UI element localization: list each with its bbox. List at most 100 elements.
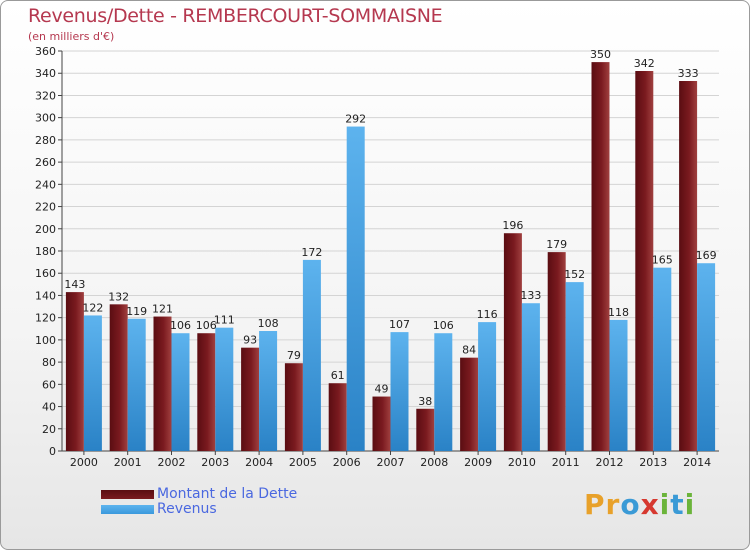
legend-label-revenue: Revenus bbox=[157, 501, 217, 517]
data-label-debt-2009: 84 bbox=[462, 344, 476, 357]
x-tick-label-2003: 2003 bbox=[201, 456, 229, 469]
logo-letter: P bbox=[584, 488, 606, 521]
bar-debt-2002 bbox=[153, 316, 172, 451]
y-tick-label: 60 bbox=[42, 378, 56, 391]
data-label-debt-2008: 38 bbox=[418, 395, 432, 408]
y-tick-label: 180 bbox=[35, 245, 56, 258]
bar-revenue-2002 bbox=[171, 333, 190, 451]
logo-letter: o bbox=[620, 488, 641, 521]
chart-title: Revenus/Dette - REMBERCOURT-SOMMAISNE bbox=[28, 5, 443, 27]
bar-revenue-2007 bbox=[390, 332, 409, 451]
bar-debt-2000 bbox=[65, 292, 84, 451]
bar-revenue-2011 bbox=[565, 282, 584, 451]
x-tick-label-2004: 2004 bbox=[245, 456, 273, 469]
data-label-debt-2003: 106 bbox=[196, 319, 217, 332]
legend: Montant de la Dette Revenus bbox=[101, 487, 297, 517]
data-label-revenue-2012: 118 bbox=[608, 306, 629, 319]
y-tick-label: 100 bbox=[35, 334, 56, 347]
data-label-revenue-2014: 169 bbox=[696, 249, 717, 262]
bar-debt-2009 bbox=[460, 357, 479, 451]
data-label-debt-2010: 196 bbox=[502, 219, 523, 232]
bar-debt-2012 bbox=[591, 62, 610, 451]
x-tick-label-2014: 2014 bbox=[683, 456, 711, 469]
bar-revenue-2014 bbox=[697, 263, 716, 451]
bar-debt-2001 bbox=[109, 304, 128, 451]
bar-debt-2004 bbox=[241, 347, 260, 451]
bar-debt-2011 bbox=[547, 252, 566, 451]
x-tick-label-2010: 2010 bbox=[508, 456, 536, 469]
data-label-debt-2007: 49 bbox=[375, 383, 389, 396]
x-tick-label-2006: 2006 bbox=[333, 456, 361, 469]
x-tick-label-2002: 2002 bbox=[158, 456, 186, 469]
data-label-revenue-2007: 107 bbox=[389, 318, 410, 331]
y-tick-label: 260 bbox=[35, 156, 56, 169]
x-tick-label-2005: 2005 bbox=[289, 456, 317, 469]
chart-subtitle: (en milliers d'€) bbox=[28, 30, 115, 43]
bar-revenue-2010 bbox=[521, 303, 540, 451]
bar-revenue-2004 bbox=[259, 331, 278, 451]
y-tick-label: 340 bbox=[35, 67, 56, 80]
data-label-revenue-2006: 292 bbox=[345, 113, 366, 126]
x-tick-label-2001: 2001 bbox=[114, 456, 142, 469]
legend-item-debt: Montant de la Dette bbox=[101, 487, 297, 502]
data-label-revenue-2001: 119 bbox=[126, 305, 147, 318]
bar-revenue-2006 bbox=[346, 126, 365, 452]
y-tick-label: 160 bbox=[35, 267, 56, 280]
x-tick-label-2013: 2013 bbox=[639, 456, 667, 469]
y-tick-label: 40 bbox=[42, 401, 56, 414]
proxiti-logo: Proxiti bbox=[584, 488, 695, 521]
bar-debt-2013 bbox=[635, 71, 654, 451]
x-tick-label-2007: 2007 bbox=[377, 456, 405, 469]
y-tick-label: 0 bbox=[49, 445, 56, 458]
y-tick-label: 240 bbox=[35, 178, 56, 191]
bar-revenue-2013 bbox=[653, 267, 672, 451]
data-label-revenue-2008: 106 bbox=[433, 319, 454, 332]
legend-swatch-debt bbox=[101, 490, 154, 499]
y-tick-label: 300 bbox=[35, 112, 56, 125]
y-tick-label: 220 bbox=[35, 201, 56, 214]
logo-letter: x bbox=[640, 488, 660, 521]
data-label-revenue-2000: 122 bbox=[82, 301, 103, 314]
logo-letter: i bbox=[684, 488, 696, 521]
data-label-revenue-2009: 116 bbox=[477, 308, 498, 321]
data-label-debt-2006: 61 bbox=[331, 369, 345, 382]
bar-revenue-2001 bbox=[127, 318, 146, 451]
legend-label-debt: Montant de la Dette bbox=[157, 486, 298, 502]
x-tick-label-2011: 2011 bbox=[552, 456, 580, 469]
x-tick-label-2008: 2008 bbox=[420, 456, 448, 469]
bar-revenue-2003 bbox=[215, 327, 234, 451]
data-label-revenue-2013: 165 bbox=[652, 254, 673, 267]
legend-swatch-revenue bbox=[101, 505, 154, 514]
data-label-revenue-2005: 172 bbox=[301, 246, 322, 259]
data-label-revenue-2002: 106 bbox=[170, 319, 191, 332]
y-tick-label: 80 bbox=[42, 356, 56, 369]
bar-debt-2010 bbox=[503, 233, 522, 451]
data-label-debt-2002: 121 bbox=[152, 303, 173, 316]
bar-debt-2007 bbox=[372, 396, 391, 451]
bar-debt-2008 bbox=[416, 408, 435, 451]
y-tick-label: 360 bbox=[35, 45, 56, 58]
y-tick-label: 200 bbox=[35, 223, 56, 236]
data-label-debt-2005: 79 bbox=[287, 349, 301, 362]
bar-revenue-2005 bbox=[302, 259, 321, 451]
data-label-debt-2000: 143 bbox=[64, 278, 85, 291]
bar-debt-2006 bbox=[328, 383, 347, 451]
data-label-revenue-2011: 152 bbox=[564, 268, 585, 281]
bar-debt-2003 bbox=[197, 333, 216, 451]
data-label-debt-2014: 333 bbox=[678, 67, 699, 80]
bar-debt-2014 bbox=[679, 81, 698, 451]
logo-letter: i bbox=[659, 488, 671, 521]
data-label-debt-2001: 132 bbox=[108, 290, 129, 303]
data-label-debt-2004: 93 bbox=[243, 334, 257, 347]
x-tick-label-2012: 2012 bbox=[596, 456, 624, 469]
bar-revenue-2009 bbox=[478, 322, 497, 451]
y-tick-label: 320 bbox=[35, 89, 56, 102]
y-tick-label: 120 bbox=[35, 312, 56, 325]
data-label-revenue-2003: 111 bbox=[214, 314, 235, 327]
logo-letter: r bbox=[605, 488, 621, 521]
data-label-revenue-2010: 133 bbox=[520, 289, 541, 302]
logo-letter: t bbox=[670, 488, 685, 521]
x-tick-label-2000: 2000 bbox=[70, 456, 98, 469]
